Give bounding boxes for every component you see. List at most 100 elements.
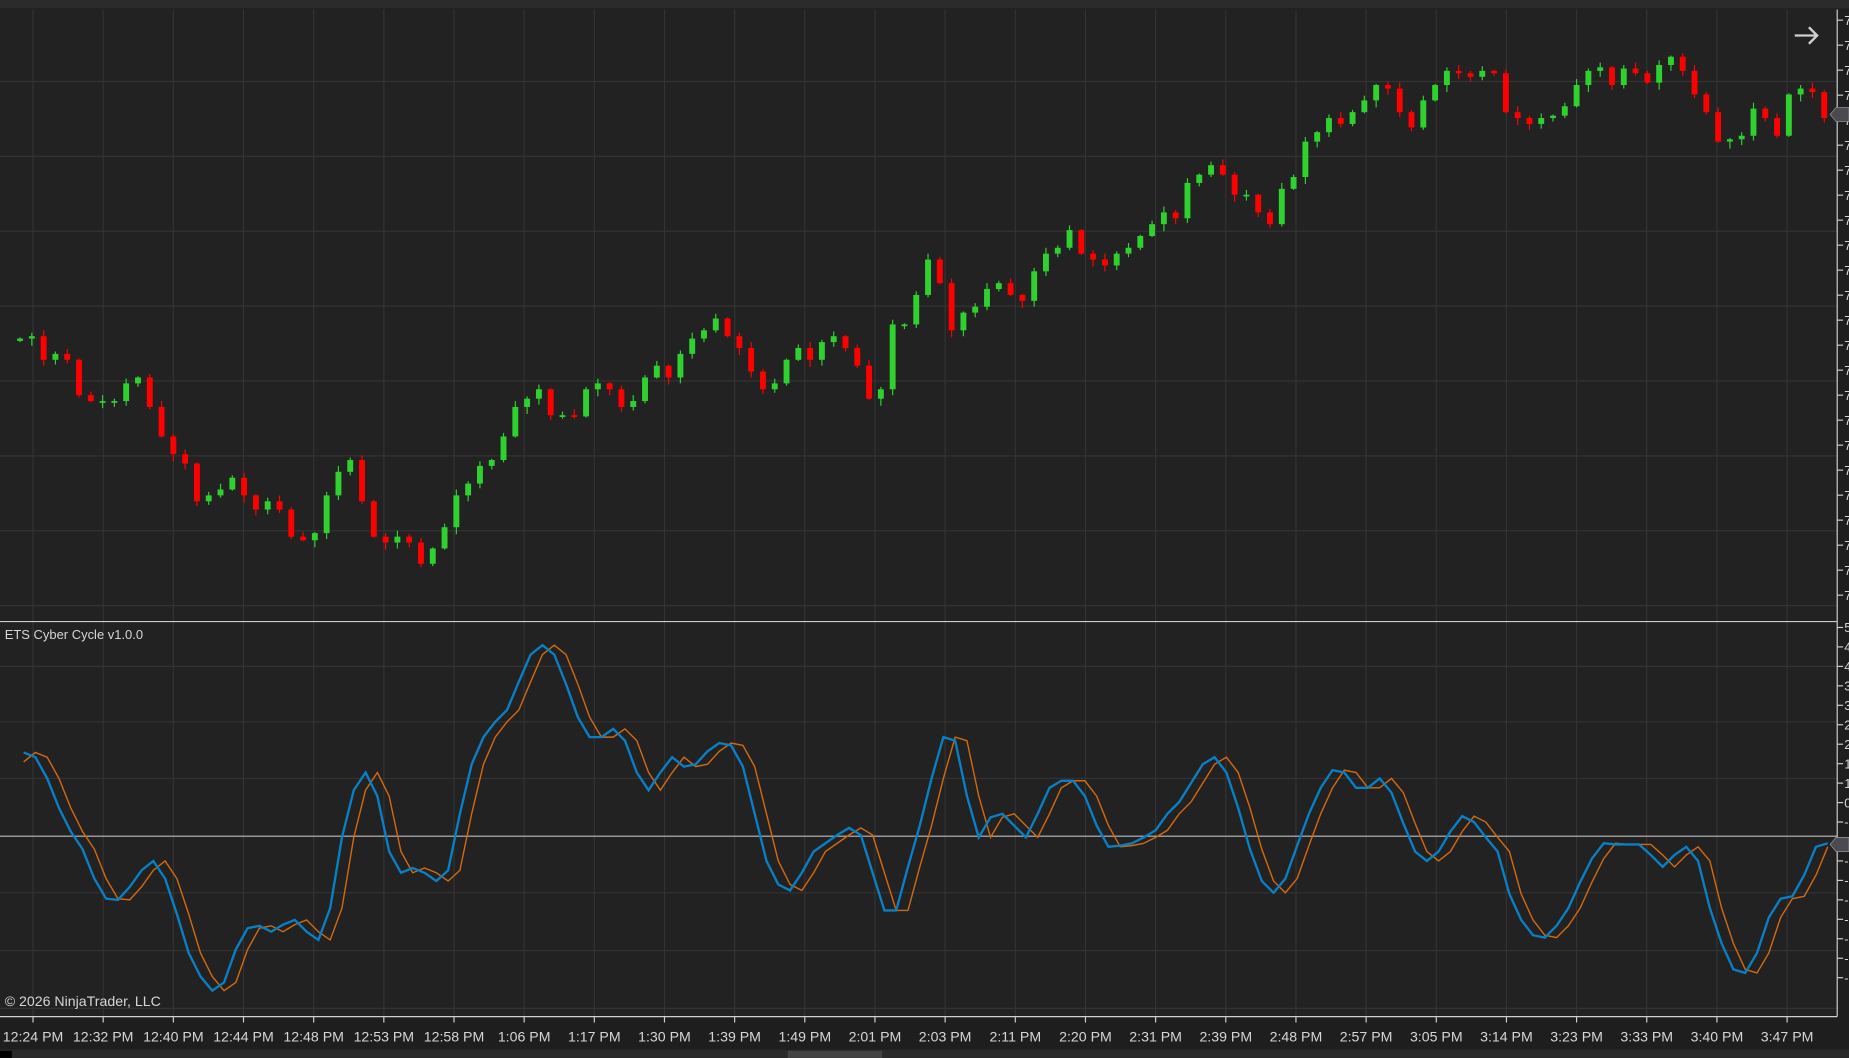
candle-body <box>264 501 271 510</box>
candle <box>429 547 436 567</box>
candle <box>1774 113 1781 139</box>
candle-body <box>535 389 542 399</box>
candle-body <box>689 338 696 354</box>
candle <box>1101 253 1108 272</box>
candle-body <box>99 401 106 403</box>
candle <box>264 497 271 515</box>
candle <box>288 507 295 540</box>
candle-body <box>972 306 979 313</box>
candle-body <box>382 536 389 543</box>
candle <box>1491 69 1498 76</box>
candle <box>28 332 35 346</box>
time-label: 3:14 PM <box>1480 1028 1533 1044</box>
price-label: 7 <box>1844 588 1849 603</box>
candle-body <box>1184 182 1191 219</box>
candle <box>1609 66 1615 90</box>
candle <box>913 291 920 328</box>
candle-body <box>1043 253 1049 272</box>
candle-body <box>1597 67 1604 71</box>
candle <box>323 491 330 540</box>
candle <box>559 411 566 419</box>
time-label: 3:47 PM <box>1761 1028 1814 1044</box>
candle-body <box>1526 118 1533 124</box>
indicator-label: - <box>1844 893 1848 908</box>
price-label: 7 <box>1844 213 1849 228</box>
candle <box>677 350 684 384</box>
candle-body <box>1538 118 1545 124</box>
candle <box>866 359 873 400</box>
candle <box>359 455 365 504</box>
candle-body <box>642 377 648 402</box>
time-label: 3:23 PM <box>1550 1028 1603 1044</box>
time-label: 12:58 PM <box>424 1028 485 1044</box>
candle <box>948 278 955 338</box>
candle <box>842 335 849 352</box>
indicator-label: 4 <box>1844 659 1849 674</box>
top-bar <box>0 0 1849 9</box>
candle <box>1573 79 1580 108</box>
candle-body <box>1514 112 1521 119</box>
candle <box>158 401 165 438</box>
candle <box>1467 70 1474 82</box>
candle <box>406 534 413 548</box>
price-axis[interactable]: 777777777777777777777777 <box>1837 13 1849 603</box>
candle-body <box>1208 165 1214 175</box>
price-label: 7 <box>1844 338 1849 353</box>
scrollbar-thumb[interactable] <box>787 1050 883 1058</box>
candle <box>1514 106 1521 126</box>
candle <box>1691 64 1698 98</box>
candle-body <box>1585 70 1592 86</box>
candle-body <box>229 477 236 490</box>
candle <box>960 311 967 337</box>
candle <box>830 331 837 347</box>
time-label: 3:33 PM <box>1620 1028 1673 1044</box>
candle <box>1043 247 1049 277</box>
indicator-label: - <box>1844 912 1848 927</box>
candle-body <box>1302 141 1309 178</box>
price-label: 7 <box>1844 388 1849 403</box>
candle <box>465 481 472 502</box>
indicator-panel[interactable] <box>0 622 1838 1016</box>
candle <box>1679 53 1686 76</box>
candle-body <box>1326 118 1332 133</box>
candle <box>1797 85 1804 102</box>
candle-body <box>1667 56 1674 65</box>
candle-body <box>1703 94 1710 113</box>
scroll-left-button[interactable] <box>0 1050 12 1058</box>
price-label: 7 <box>1844 38 1849 53</box>
candle-body <box>1691 70 1698 95</box>
candle <box>1373 83 1380 108</box>
candle-body <box>712 318 719 331</box>
candle-body <box>1561 106 1568 116</box>
candle <box>87 391 94 403</box>
candle-body <box>1726 139 1733 142</box>
candle <box>1667 55 1674 71</box>
candle <box>1479 66 1486 81</box>
indicator-label: - <box>1844 815 1848 830</box>
candle-body <box>583 389 590 417</box>
candle-body <box>488 460 495 466</box>
candle <box>512 401 519 438</box>
candle <box>370 500 377 538</box>
price-label: 7 <box>1844 413 1849 428</box>
candle <box>1443 67 1450 93</box>
time-axis[interactable]: 12:24 PM 12:32 PM 12:40 PM 12:44 PM 12:48 PM… <box>3 1016 1814 1045</box>
candle <box>594 378 601 397</box>
candle <box>146 373 153 410</box>
candle-body <box>146 377 153 407</box>
candle <box>111 398 118 407</box>
candle <box>1019 293 1026 308</box>
candle-body <box>1797 88 1804 95</box>
candle-body <box>1149 224 1156 236</box>
indicator-axis[interactable]: 5443322110--------- <box>1837 620 1849 985</box>
candle-body <box>1408 112 1415 128</box>
candle-body <box>618 389 625 407</box>
price-label: 7 <box>1844 163 1849 178</box>
candle-body <box>630 401 637 407</box>
price-label: 7 <box>1844 138 1849 153</box>
candle-body <box>1573 85 1580 107</box>
candle-body <box>1821 92 1828 119</box>
horizontal-scrollbar[interactable] <box>0 1049 1849 1058</box>
arrow-right-icon[interactable] <box>1790 21 1823 49</box>
